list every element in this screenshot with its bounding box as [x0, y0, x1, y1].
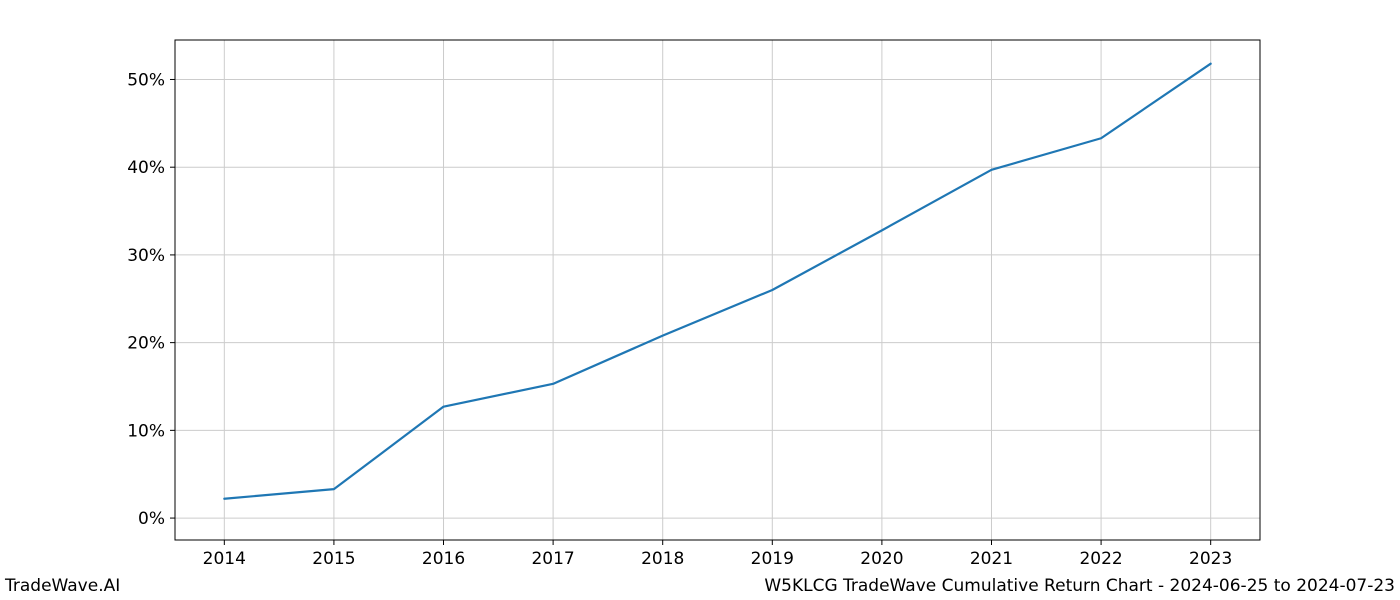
- y-tick-label: 0%: [138, 509, 165, 529]
- y-tick-label: 40%: [127, 158, 165, 178]
- x-tick-label: 2018: [641, 549, 684, 569]
- footer-left-label: TradeWave.AI: [5, 576, 120, 596]
- x-tick-label: 2022: [1079, 549, 1122, 569]
- x-tick-label: 2016: [422, 549, 465, 569]
- footer-right-label: W5KLCG TradeWave Cumulative Return Chart…: [764, 576, 1395, 596]
- y-tick-label: 10%: [127, 421, 165, 441]
- x-tick-label: 2019: [751, 549, 794, 569]
- x-tick-label: 2015: [312, 549, 355, 569]
- x-tick-label: 2020: [860, 549, 903, 569]
- x-tick-label: 2014: [203, 549, 246, 569]
- x-tick-label: 2023: [1189, 549, 1232, 569]
- chart-container: 2014 2015 2016 2017 2018 2019 2020 2021 2022 2023…: [0, 0, 1400, 600]
- y-tick-label: 50%: [127, 70, 165, 90]
- y-tick-label: 30%: [127, 246, 165, 266]
- x-tick-label: 2021: [970, 549, 1013, 569]
- y-tick-label: 20%: [127, 334, 165, 354]
- line-chart: 2014 2015 2016 2017 2018 2019 2020 2021 2022 2023…: [0, 0, 1400, 600]
- x-tick-label: 2017: [531, 549, 574, 569]
